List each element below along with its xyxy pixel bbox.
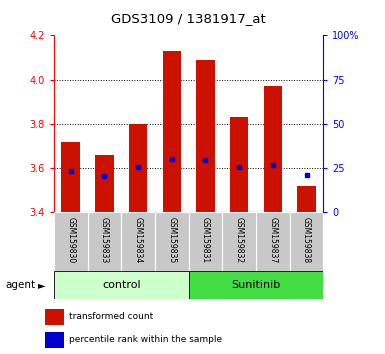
Bar [189, 212, 223, 271]
Bar [230, 117, 248, 212]
Bar [290, 212, 323, 271]
Text: GDS3109 / 1381917_at: GDS3109 / 1381917_at [111, 12, 266, 25]
Text: Sunitinib: Sunitinib [231, 280, 281, 290]
Bar [264, 86, 282, 212]
Text: GSM159835: GSM159835 [167, 217, 176, 263]
Text: GSM159830: GSM159830 [66, 217, 75, 263]
Bar [95, 155, 114, 212]
Bar [223, 212, 256, 271]
Text: ►: ► [38, 280, 45, 290]
Text: GSM159831: GSM159831 [201, 217, 210, 263]
Text: control: control [102, 280, 141, 290]
Text: percentile rank within the sample: percentile rank within the sample [69, 335, 222, 344]
Bar [155, 212, 189, 271]
Bar [196, 60, 215, 212]
Text: GSM159833: GSM159833 [100, 217, 109, 263]
Bar [45, 309, 64, 325]
Text: GSM159834: GSM159834 [134, 217, 142, 263]
Text: GSM159832: GSM159832 [235, 217, 244, 263]
Text: transformed count: transformed count [69, 312, 153, 321]
Text: GSM159838: GSM159838 [302, 217, 311, 263]
Bar [45, 332, 64, 348]
Bar [129, 124, 147, 212]
Text: GSM159837: GSM159837 [268, 217, 277, 263]
Bar [62, 142, 80, 212]
Text: agent: agent [6, 280, 36, 290]
Bar [162, 51, 181, 212]
Bar [121, 212, 155, 271]
Bar [88, 212, 121, 271]
Bar [189, 271, 323, 299]
Bar [54, 271, 189, 299]
Bar [54, 212, 88, 271]
Bar [297, 186, 316, 212]
Bar [256, 212, 290, 271]
